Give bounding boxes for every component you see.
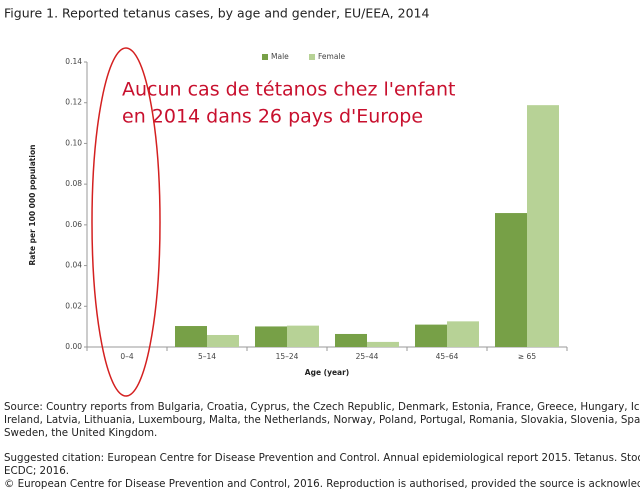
bar <box>495 213 527 347</box>
legend-swatch <box>262 54 268 60</box>
bar <box>367 341 399 347</box>
bar <box>335 333 367 347</box>
citation: ECDC; 2016. <box>4 465 69 477</box>
bar <box>175 326 207 347</box>
source: Sweden, the United Kingdom. <box>4 427 157 439</box>
y-tick-label: 0.04 <box>65 261 82 270</box>
chart-title: Figure 1. Reported tetanus cases, by age… <box>4 6 429 21</box>
x-tick-label: 25–44 <box>356 352 379 361</box>
legend-label: Female <box>318 52 346 61</box>
bar <box>255 326 287 347</box>
bar <box>415 324 447 347</box>
source: Source: Country reports from Bulgaria, C… <box>4 401 640 413</box>
y-tick-label: 0.12 <box>65 98 82 107</box>
y-tick-label: 0.08 <box>65 179 82 188</box>
x-tick-label: 45–64 <box>436 352 459 361</box>
y-tick-label: 0.00 <box>65 342 82 351</box>
x-tick-label: ≥ 65 <box>518 352 536 361</box>
bar <box>287 325 319 347</box>
y-tick-label: 0.06 <box>65 220 82 229</box>
bar <box>207 334 239 347</box>
legend-swatch <box>309 54 315 60</box>
y-tick-label: 0.02 <box>65 301 82 310</box>
copyright: © European Centre for Disease Prevention… <box>4 478 640 490</box>
citation: Suggested citation: European Centre for … <box>4 452 640 464</box>
x-tick-label: 5–14 <box>198 352 216 361</box>
x-tick-label: 15–24 <box>276 352 299 361</box>
x-tick-label: 0–4 <box>120 352 134 361</box>
legend-label: Male <box>271 52 289 61</box>
annotation: en 2014 dans 26 pays d'Europe <box>122 106 423 128</box>
bar <box>527 105 559 348</box>
y-tick-label: 0.10 <box>65 138 82 147</box>
y-tick-label: 0.14 <box>65 57 82 66</box>
highlight-ellipse <box>91 47 161 397</box>
footer: Source: Country reports from Bulgaria, C… <box>4 401 640 490</box>
bar <box>447 321 479 347</box>
source: Ireland, Latvia, Lithuania, Luxembourg, … <box>4 414 640 426</box>
annotation: Aucun cas de tétanos chez l'enfant <box>122 79 456 101</box>
x-axis-label: Age (year) <box>305 368 349 377</box>
y-axis-label: Rate per 100 000 population <box>28 145 37 266</box>
